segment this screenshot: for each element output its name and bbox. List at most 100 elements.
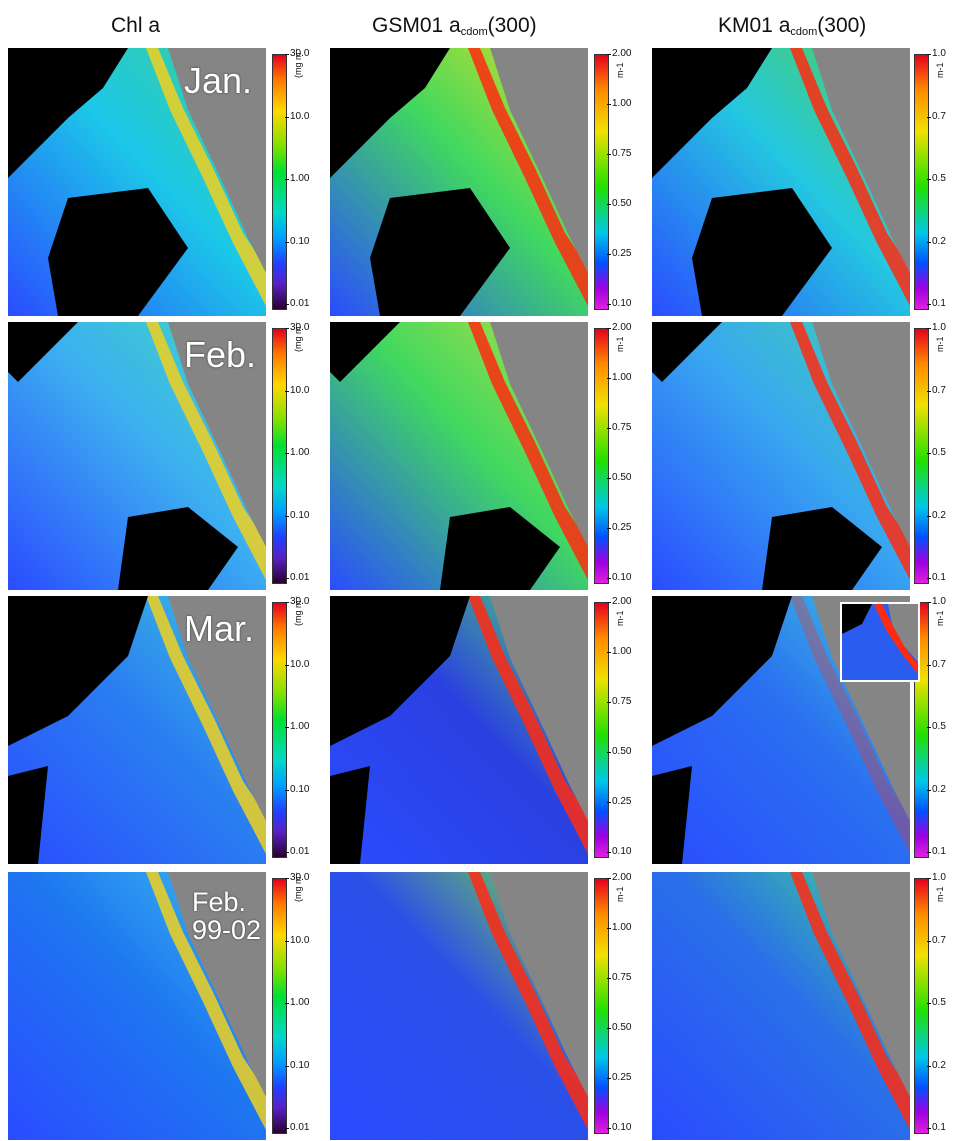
colorbar-tick-label: 0.10	[606, 846, 632, 857]
colorbar-tick-label: 0.75	[606, 972, 632, 983]
colorbar-tick-label: 1.0	[927, 596, 946, 607]
land-mask	[168, 48, 266, 273]
land-mask	[812, 48, 910, 273]
satellite-map	[652, 322, 910, 590]
land-mask	[168, 596, 266, 821]
land-mask	[812, 872, 910, 1097]
colorbar-unit: m-1	[935, 610, 945, 627]
cloud-mask	[48, 188, 188, 316]
satellite-map	[330, 596, 588, 864]
colorbar-tick-label: 0.7	[927, 658, 946, 670]
colorbar-tick-label: 0.1	[927, 846, 946, 857]
colorbar-tick-label: 1.0	[927, 872, 946, 883]
colorbar-tick-label: 0.10	[606, 298, 632, 309]
colorbar-tick-label: 0.2	[927, 235, 946, 247]
colorbar-ramp	[594, 602, 609, 858]
colorbar-tick-label: 0.1	[927, 572, 946, 583]
colorbar-tick-label: 1.00	[606, 646, 632, 657]
colorbar-tick-label: 1.0	[927, 322, 946, 333]
cloud-mask	[692, 188, 832, 316]
colorbar-tick-label: 0.7	[927, 110, 946, 122]
land-mask	[168, 322, 266, 547]
map-panel-km01-row1	[652, 48, 910, 316]
colorbar-tick-label: 0.10	[606, 572, 632, 583]
column-title-text: Chl a	[111, 14, 161, 37]
cloud-mask	[652, 766, 692, 864]
land-mask	[490, 48, 588, 273]
colorbar-tick-label: 30.0	[284, 48, 310, 59]
colorbar-km01-row2: m-1 1.0 0.7 0.5 0.2 0.1	[910, 322, 956, 590]
map-panel-chl-row3	[8, 596, 266, 864]
column-title-base: GSM01 a	[372, 14, 461, 37]
coastal-band	[146, 322, 266, 580]
colorbar-tick-label: 1.0	[927, 48, 946, 59]
land-mask	[490, 322, 588, 547]
column-title-suffix: (300)	[817, 14, 867, 37]
colorbar-tick-label: 1.00	[284, 447, 310, 458]
coastal-band	[146, 48, 266, 306]
colorbar-tick-label: 1.00	[606, 372, 632, 383]
colorbar-tick-label: 10.0	[284, 934, 310, 946]
coastal-band	[146, 596, 266, 854]
colorbar-tick-label: 0.7	[927, 934, 946, 946]
satellite-map	[8, 596, 266, 864]
inset-map	[840, 602, 920, 682]
colorbar-tick-label: 10.0	[284, 384, 310, 396]
colorbar-tick-label: 0.50	[606, 746, 632, 757]
map-panel-gsm01-row3	[330, 596, 588, 864]
month-label-row1: Jan.	[184, 62, 252, 100]
coastal-band	[468, 48, 588, 306]
colorbar-tick-label: 0.1	[927, 1122, 946, 1133]
satellite-map	[652, 596, 910, 864]
coastal-band	[790, 872, 910, 1130]
land-mask	[490, 596, 588, 821]
colorbar-unit: m-1	[935, 886, 945, 903]
column-title-chl: Chl a	[111, 14, 160, 38]
colorbar-tick-label: 30.0	[284, 322, 310, 333]
colorbar-tick-label: 2.00	[606, 322, 632, 333]
colorbar-ramp	[594, 878, 609, 1134]
colorbar-ramp	[272, 878, 287, 1134]
colorbar-tick-label: 0.5	[927, 173, 946, 184]
colorbar-tick-label: 0.2	[927, 1059, 946, 1071]
colorbar-chl-row1: (mg m⁻³) 30.0 10.0 1.00 0.10 0.01	[268, 48, 318, 316]
colorbar-ramp	[914, 878, 929, 1134]
satellite-map	[330, 48, 588, 316]
colorbar-tick-label: 0.5	[927, 997, 946, 1008]
column-title-subscript: cdom	[460, 26, 488, 38]
map-panel-chl-row4	[8, 872, 266, 1140]
colorbar-tick-label: 0.5	[927, 721, 946, 732]
colorbar-tick-label: 2.00	[606, 48, 632, 59]
colorbar-tick-label: 0.75	[606, 148, 632, 159]
colorbar-tick-label: 0.01	[284, 846, 310, 857]
colorbar-tick-label: 10.0	[284, 110, 310, 122]
colorbar-unit: m-1	[935, 336, 945, 353]
land-mask	[812, 322, 910, 547]
colorbar-tick-label: 0.01	[284, 298, 310, 309]
cloud-mask	[118, 507, 238, 590]
coastal-band	[468, 872, 588, 1130]
colorbar-tick-label: 0.25	[606, 796, 632, 807]
cloud-mask	[330, 48, 450, 178]
colorbar-ramp	[914, 328, 929, 584]
satellite-map	[330, 872, 588, 1140]
cloud-mask	[8, 48, 128, 178]
colorbar-tick-label: 30.0	[284, 596, 310, 607]
colorbar-tick-label: 0.7	[927, 384, 946, 396]
coastal-band	[790, 322, 910, 580]
colorbar-ramp	[914, 54, 929, 310]
cloud-mask	[330, 596, 470, 746]
land-mask	[168, 872, 266, 1097]
colorbar-gsm01-row4: m-1 2.00 1.00 0.75 0.50 0.25 0.10	[590, 872, 640, 1140]
colorbar-tick-label: 0.10	[284, 509, 310, 521]
colorbar-tick-label: 1.00	[606, 922, 632, 933]
satellite-map	[652, 872, 910, 1140]
colorbar-chl-row4: (mg m⁻³) 30.0 10.0 1.00 0.10 0.01	[268, 872, 318, 1140]
map-panel-km01-row4	[652, 872, 910, 1140]
colorbar-unit: m-1	[935, 62, 945, 79]
colorbar-tick-label: 0.1	[927, 298, 946, 309]
map-panel-km01-row2	[652, 322, 910, 590]
colorbar-tick-label: 30.0	[284, 872, 310, 883]
colorbar-tick-label: 2.00	[606, 596, 632, 607]
month-label-row4: Feb. 99-02	[192, 888, 261, 944]
